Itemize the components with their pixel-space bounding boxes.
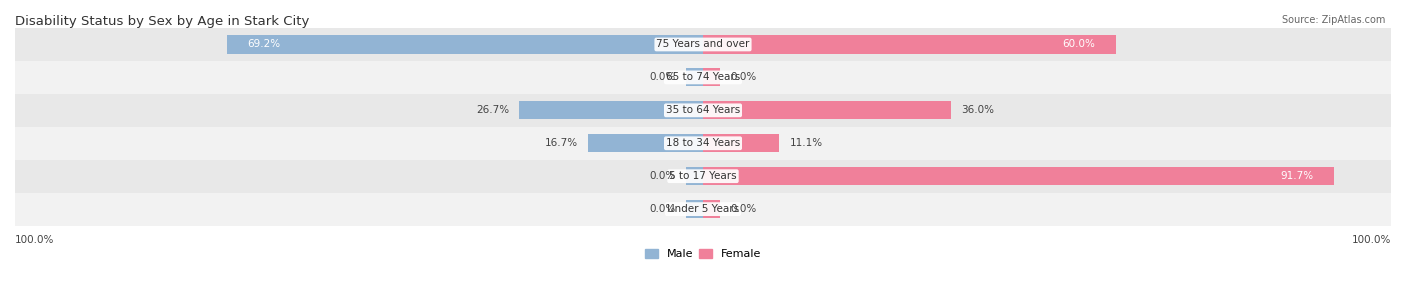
Bar <box>15 28 1391 61</box>
Text: 100.0%: 100.0% <box>15 235 55 245</box>
Text: 0.0%: 0.0% <box>650 72 675 82</box>
Text: 36.0%: 36.0% <box>960 105 994 115</box>
Text: Source: ZipAtlas.com: Source: ZipAtlas.com <box>1281 15 1385 25</box>
Text: 0.0%: 0.0% <box>731 204 756 214</box>
Text: 0.0%: 0.0% <box>731 72 756 82</box>
Text: 75 Years and over: 75 Years and over <box>657 39 749 49</box>
Bar <box>15 61 1391 94</box>
Bar <box>703 101 950 119</box>
Text: 5 to 17 Years: 5 to 17 Years <box>669 171 737 181</box>
Text: Under 5 Years: Under 5 Years <box>666 204 740 214</box>
Bar <box>703 200 720 218</box>
Bar <box>15 127 1391 160</box>
Bar <box>15 193 1391 226</box>
Legend: Male, Female: Male, Female <box>640 244 766 264</box>
Text: 35 to 64 Years: 35 to 64 Years <box>666 105 740 115</box>
Text: 16.7%: 16.7% <box>544 138 578 148</box>
Bar <box>686 68 703 86</box>
Bar <box>703 68 720 86</box>
Text: 100.0%: 100.0% <box>1351 235 1391 245</box>
Text: 65 to 74 Years: 65 to 74 Years <box>666 72 740 82</box>
Bar <box>15 160 1391 193</box>
Text: Disability Status by Sex by Age in Stark City: Disability Status by Sex by Age in Stark… <box>15 15 309 28</box>
Bar <box>686 200 703 218</box>
Text: 18 to 34 Years: 18 to 34 Years <box>666 138 740 148</box>
Bar <box>588 134 703 152</box>
Bar <box>686 167 703 185</box>
Bar <box>226 35 703 53</box>
Text: 11.1%: 11.1% <box>790 138 823 148</box>
Bar <box>519 101 703 119</box>
Bar <box>703 35 1116 53</box>
Text: 26.7%: 26.7% <box>475 105 509 115</box>
Text: 69.2%: 69.2% <box>247 39 281 49</box>
Bar <box>15 94 1391 127</box>
Bar <box>703 167 1334 185</box>
Text: 0.0%: 0.0% <box>650 204 675 214</box>
Text: 0.0%: 0.0% <box>650 171 675 181</box>
Bar <box>703 134 779 152</box>
Text: 60.0%: 60.0% <box>1063 39 1095 49</box>
Text: 91.7%: 91.7% <box>1279 171 1313 181</box>
